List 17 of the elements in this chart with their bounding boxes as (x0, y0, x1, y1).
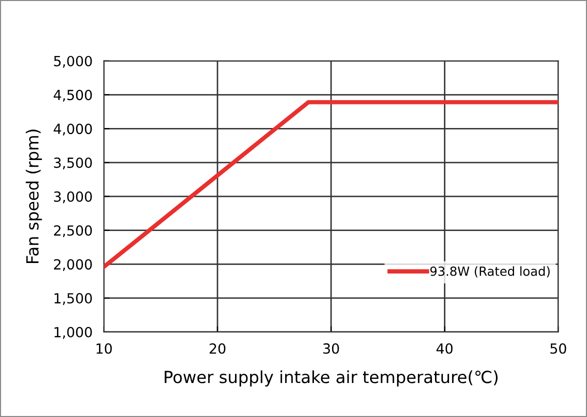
x-tick-label: 40 (436, 343, 453, 354)
y-tick-label: 2,000 (54, 259, 92, 272)
y-axis-title: Fan speed (rpm) (26, 130, 42, 263)
y-tick-label: 2,500 (54, 225, 92, 238)
y-tick-label: 3,500 (54, 157, 92, 170)
legend-label: 93.8W (Rated load) (430, 266, 550, 278)
y-tick-label: 1,500 (54, 293, 92, 305)
x-tick-label: 30 (323, 343, 339, 354)
y-tick-label: 3,000 (54, 191, 92, 204)
y-tick-label: 1,000 (54, 326, 92, 339)
x-axis-title: Power supply intake air temperature(℃) (164, 370, 498, 387)
x-tick-label: 50 (550, 343, 566, 354)
x-tick-label: 10 (96, 343, 112, 354)
y-tick-label: 4,000 (54, 124, 92, 136)
y-tick-label: 4,500 (54, 90, 92, 102)
y-tick-label: 5,000 (54, 56, 92, 68)
x-tick-label: 20 (210, 343, 226, 354)
